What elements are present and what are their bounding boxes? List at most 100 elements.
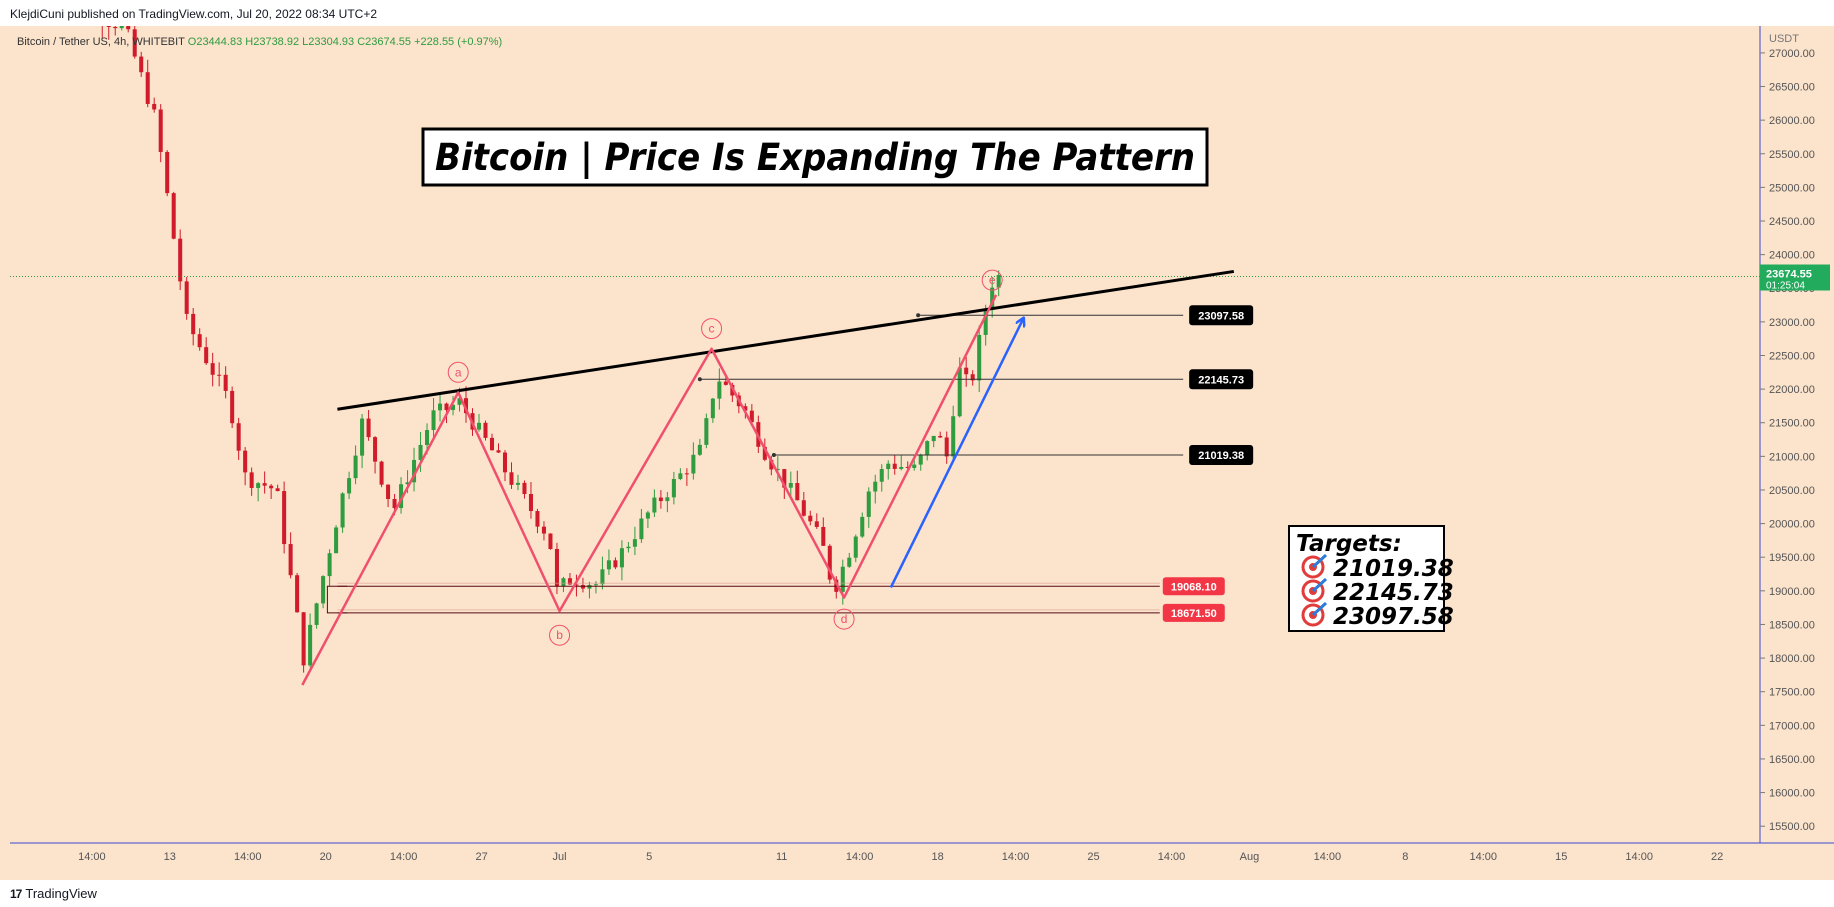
time-tick-label: 25 xyxy=(1087,851,1099,863)
candle xyxy=(379,460,384,488)
tradingview-logo-icon: 17 xyxy=(10,886,22,901)
candle xyxy=(606,549,611,575)
candle-body xyxy=(990,287,995,310)
candle xyxy=(749,404,754,424)
candle-body xyxy=(873,481,878,492)
candle-body xyxy=(866,491,871,517)
candle-body xyxy=(970,374,975,381)
candle-body xyxy=(55,0,59,2)
tradingview-brand: TradingView xyxy=(25,886,97,901)
candle-body xyxy=(171,193,176,239)
level-badge xyxy=(1189,369,1254,390)
candle xyxy=(210,352,215,387)
time-tick-label: 14:00 xyxy=(846,851,874,863)
candle-body xyxy=(840,566,845,592)
candle-body xyxy=(438,403,443,411)
candle-body xyxy=(645,512,650,519)
price-tick-label: 25000.00 xyxy=(1769,182,1815,194)
candle xyxy=(223,366,228,399)
wave-label-circle xyxy=(701,318,723,340)
candle xyxy=(106,26,111,40)
candle-body xyxy=(957,367,962,417)
candle xyxy=(892,455,897,475)
candle xyxy=(438,395,443,422)
time-tick-label: 14:00 xyxy=(1625,851,1653,863)
wave-label-text: a xyxy=(455,365,462,379)
candle xyxy=(360,414,365,469)
candle xyxy=(515,474,520,491)
candle-body xyxy=(749,410,754,423)
candle xyxy=(399,477,404,514)
level-badge-label: 18671.50 xyxy=(1171,608,1217,620)
level-badge-label: 23097.58 xyxy=(1198,310,1244,322)
plot-layer: 23097.5822145.7321019.3819068.1018671.50… xyxy=(10,0,1760,686)
candle xyxy=(353,445,358,485)
level-target-3: 23097.58 xyxy=(916,305,1254,326)
candle xyxy=(925,440,930,461)
level-support-upper: 19068.10 xyxy=(337,577,1225,596)
price-tick-label: 24000.00 xyxy=(1769,250,1815,262)
candle xyxy=(483,420,488,441)
wave-label-text: b xyxy=(556,628,563,642)
candle-body xyxy=(658,497,663,502)
candle-body xyxy=(145,72,150,104)
candle-body xyxy=(425,430,430,445)
footer: 17 TradingView xyxy=(0,880,1834,907)
candle xyxy=(658,490,663,509)
candle-body xyxy=(347,478,352,494)
price-tick-label: 17500.00 xyxy=(1769,687,1815,699)
tradingview-logo[interactable]: 17 TradingView xyxy=(10,886,97,901)
candle-body xyxy=(632,539,637,547)
target-icon-dart xyxy=(1311,601,1328,617)
candle-body xyxy=(554,548,559,587)
candle xyxy=(632,526,637,556)
targets-title: Targets: xyxy=(1296,531,1402,557)
candle xyxy=(990,276,995,318)
candle xyxy=(171,191,176,240)
candle-body xyxy=(665,497,670,502)
current-price-value: 23674.55 xyxy=(1766,269,1812,281)
candle-body xyxy=(236,423,241,451)
chart-title: Bitcoin | Price Is Expanding The Pattern xyxy=(435,136,1195,179)
wave-label-e: e xyxy=(981,269,1003,291)
candle-body xyxy=(256,483,261,488)
support-bracket xyxy=(326,585,348,614)
wave-label-circle xyxy=(833,608,855,630)
time-tick-label: 14:00 xyxy=(1158,851,1186,863)
candle xyxy=(184,277,189,320)
candle xyxy=(639,509,644,543)
price-tick-label: 15500.00 xyxy=(1769,821,1815,833)
candle xyxy=(496,443,501,453)
candle xyxy=(165,150,170,197)
candle-body xyxy=(639,518,644,540)
candle-body xyxy=(451,404,456,411)
candle-body xyxy=(567,578,572,585)
candle-body xyxy=(983,309,988,335)
time-tick-label: 14:00 xyxy=(78,851,106,863)
price-tick-label: 22500.00 xyxy=(1769,350,1815,362)
candle xyxy=(94,8,98,20)
candle-body xyxy=(502,452,508,473)
candle-body xyxy=(977,334,982,381)
candle xyxy=(834,576,839,599)
candle-body xyxy=(652,497,657,513)
candle-body xyxy=(431,410,436,431)
candle-body xyxy=(223,374,228,391)
time-tick-label: 14:00 xyxy=(390,851,418,863)
time-tick-label: 22 xyxy=(1711,851,1723,863)
candle xyxy=(217,362,222,387)
candle xyxy=(126,26,131,33)
wave-label-c: c xyxy=(701,318,723,340)
candle xyxy=(502,450,508,482)
level-badge-label: 19068.10 xyxy=(1171,581,1217,593)
candle xyxy=(509,462,514,489)
candle xyxy=(373,436,378,474)
time-axis: 14:00 13 14:00 20 14:00 27 Jul 5 11 14:00 18 14:00 2… xyxy=(78,851,1723,863)
candle-body xyxy=(386,484,391,500)
candle xyxy=(879,464,884,492)
candle-body xyxy=(587,584,592,589)
candle-body xyxy=(282,491,287,545)
price-tick-label: 25500.00 xyxy=(1769,149,1815,161)
